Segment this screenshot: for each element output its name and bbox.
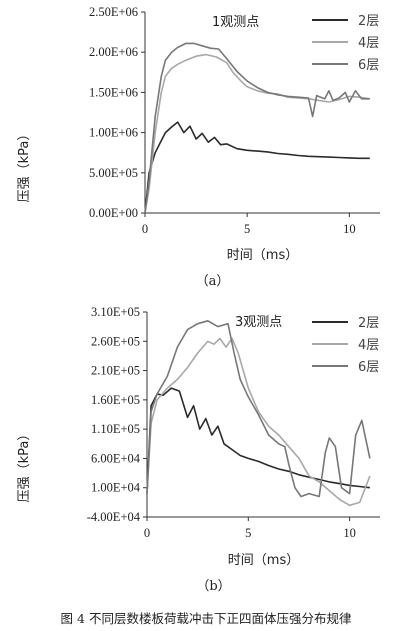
y-tick-label: -4.00E+04 xyxy=(87,510,141,524)
series-line-6层 xyxy=(144,42,370,214)
panel-title: 3观测点 xyxy=(235,315,282,330)
y-tick-label: 2.50E+06 xyxy=(89,5,138,19)
series-line-2层 xyxy=(146,387,370,494)
series-line-4层 xyxy=(146,337,371,507)
y-tick-label: 2.00E+06 xyxy=(89,45,138,59)
y-tick-label: 1.00E+04 xyxy=(91,481,141,495)
x-tick-label: 5 xyxy=(245,526,251,540)
y-axis-title: 压强（kPa） xyxy=(17,128,32,203)
series-line-4层 xyxy=(144,53,370,214)
legend-label: 6层 xyxy=(358,360,379,375)
figure-caption: 图 4 不同层数楼板荷载冲击下正四面体压强分布规律 xyxy=(61,611,352,626)
y-tick-label: 1.60E+05 xyxy=(91,393,140,407)
legend-label: 2层 xyxy=(358,14,379,29)
subfigure-label: （a） xyxy=(196,274,230,289)
y-axis-title: 压强（kPa） xyxy=(17,428,32,503)
legend-label: 6层 xyxy=(358,58,379,73)
y-tick-label: 1.10E+05 xyxy=(91,422,140,436)
chart-observation-point-1: 0.00E+00 5.00E+05 1.00E+06 1.50E+06 2.00E+06… xyxy=(17,5,380,289)
subfigure-label: （b） xyxy=(196,579,230,594)
x-tick-label: 0 xyxy=(142,222,148,236)
x-tick-label: 5 xyxy=(244,222,250,236)
y-tick-label: 3.10E+05 xyxy=(91,305,140,319)
y-tick-label: 0.00E+00 xyxy=(89,206,138,220)
x-axis-title: 时间（ms） xyxy=(227,248,298,263)
y-tick-label: 2.10E+05 xyxy=(91,364,140,378)
series-line-6层 xyxy=(146,319,371,498)
x-axis-title: 时间（ms） xyxy=(228,553,299,568)
x-tick-label: 10 xyxy=(343,526,356,540)
legend-label: 4层 xyxy=(358,36,379,51)
legend-label: 2层 xyxy=(358,316,379,331)
y-tick-label: 1.00E+06 xyxy=(89,126,138,140)
chart-observation-point-3: -4.00E+04 1.00E+04 6.00E+04 1.10E+05 1.60E+0… xyxy=(17,305,380,594)
series-line-2层 xyxy=(144,121,370,214)
panel-title: 1观测点 xyxy=(212,15,259,30)
y-tick-label: 2.60E+05 xyxy=(91,334,140,348)
legend-label: 4层 xyxy=(358,338,379,353)
y-tick-label: 6.00E+04 xyxy=(91,451,141,465)
y-tick-label: 1.50E+06 xyxy=(89,85,138,99)
y-tick-label: 5.00E+05 xyxy=(89,166,138,180)
x-tick-label: 10 xyxy=(343,222,356,236)
x-tick-label: 0 xyxy=(144,526,150,540)
